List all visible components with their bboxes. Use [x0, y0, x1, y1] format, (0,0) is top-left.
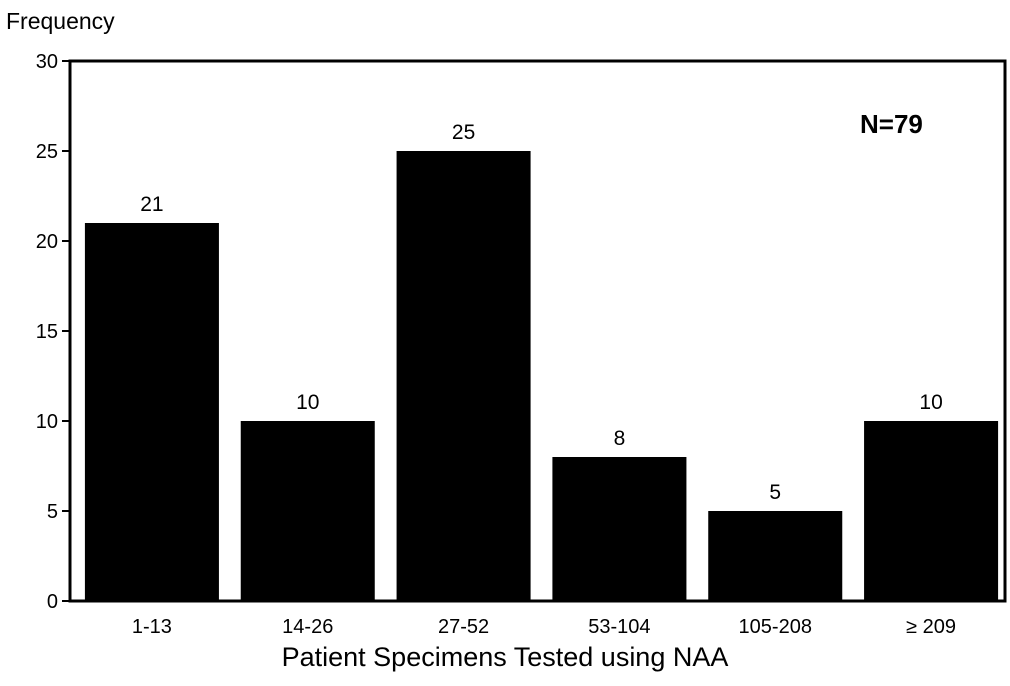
bar-value-label: 21 [140, 193, 163, 216]
bar [708, 511, 843, 601]
plot-frame [68, 59, 1007, 603]
y-axis-label: Frequency [6, 8, 115, 34]
bars [84, 151, 999, 601]
y-tick-label: 10 [36, 411, 58, 433]
x-tick-label: 53-104 [588, 616, 650, 638]
bar [84, 223, 219, 601]
x-tick-labels: 1-13 14-26 27-52 53-104 105-208 ≥ 209 [132, 616, 956, 638]
sample-size-annotation: N=79 [860, 109, 923, 139]
bar-value-label: 10 [919, 391, 942, 414]
y-tick-label: 0 [47, 591, 58, 613]
y-tick-label: 5 [47, 501, 58, 523]
bar [552, 457, 687, 601]
x-tick-label: 14-26 [282, 616, 333, 638]
x-axis-label: Patient Specimens Tested using NAA [281, 642, 729, 672]
bar-value-label: 5 [769, 481, 781, 504]
y-axis: 0 5 10 15 20 25 30 [36, 51, 70, 613]
y-tick-label: 15 [36, 321, 58, 343]
y-tick-label: 20 [36, 231, 58, 253]
bar-value-label: 10 [296, 391, 319, 414]
x-tick-label: ≥ 209 [906, 616, 956, 638]
x-tick-label: 1-13 [132, 616, 172, 638]
bar [864, 421, 999, 601]
y-tick-label: 30 [36, 51, 58, 73]
data-labels: 21 10 25 8 5 10 [140, 121, 943, 504]
y-tick-label: 25 [36, 141, 58, 163]
bar [240, 421, 375, 601]
bar [396, 151, 531, 601]
x-tick-label: 105-208 [739, 616, 812, 638]
x-tick-label: 27-52 [438, 616, 489, 638]
bar-value-label: 25 [452, 121, 475, 144]
bar-value-label: 8 [614, 427, 626, 450]
